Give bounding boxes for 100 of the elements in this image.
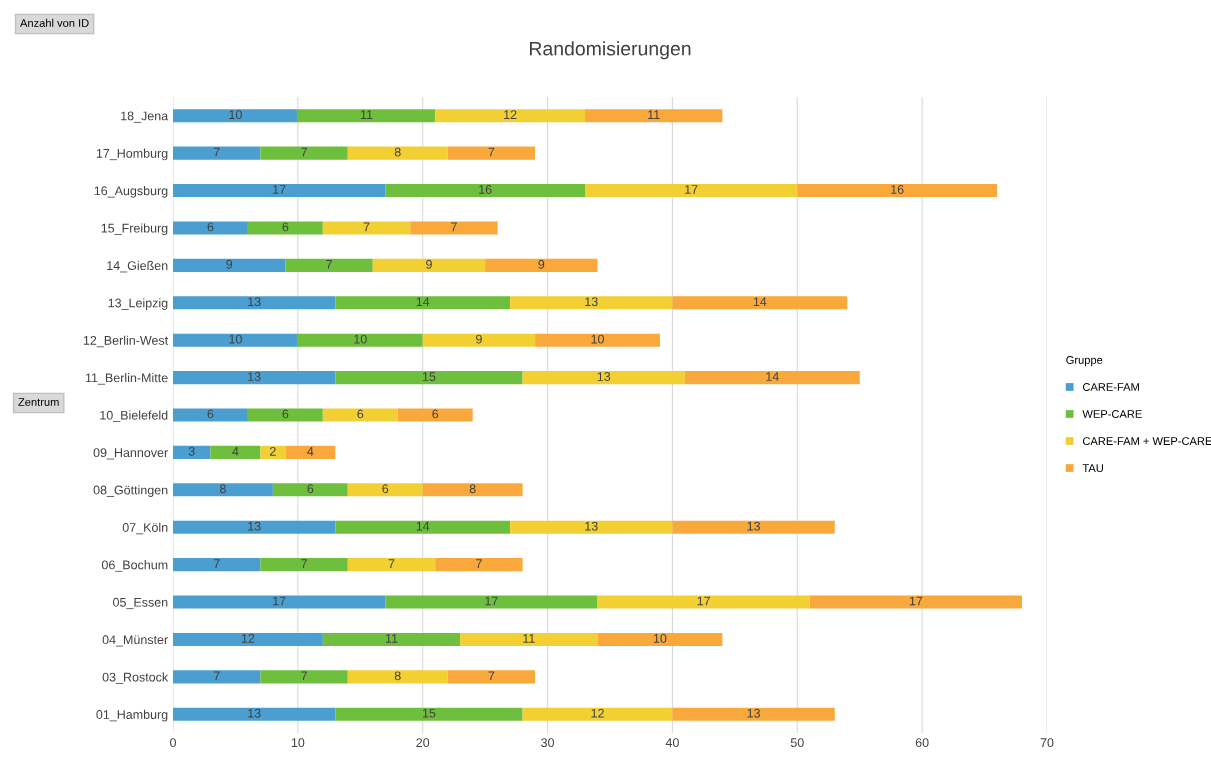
- data-label: 13: [248, 521, 261, 531]
- data-label: 10: [591, 334, 604, 344]
- y-tick-label: 10_Bielefeld: [100, 410, 168, 423]
- x-tick-label: 20: [416, 738, 430, 748]
- bar: [335, 371, 523, 385]
- data-label: 6: [282, 409, 289, 419]
- bar: [597, 595, 810, 609]
- data-label: 13: [747, 708, 760, 718]
- data-label: 15: [422, 708, 436, 718]
- data-label: 17: [485, 596, 498, 606]
- legend-label: WEP-CARE: [1082, 410, 1142, 418]
- bar: [460, 632, 598, 647]
- data-label: 10: [354, 334, 367, 344]
- bar: [260, 670, 348, 684]
- data-label: 14: [416, 521, 430, 531]
- data-label: 13: [597, 372, 611, 381]
- bar: [485, 258, 598, 272]
- bar: [173, 146, 261, 160]
- data-label: 4: [307, 447, 314, 456]
- data-label: 17: [273, 185, 286, 194]
- data-label: 14: [753, 297, 767, 306]
- bar: [272, 483, 348, 497]
- bar: [372, 258, 486, 272]
- bar: [173, 408, 248, 422]
- data-label: 7: [451, 222, 457, 232]
- bar: [247, 408, 323, 422]
- bar: [597, 632, 723, 647]
- bar: [684, 371, 860, 385]
- data-label: 15: [422, 372, 436, 381]
- bar: [173, 258, 286, 272]
- bar: [173, 445, 211, 459]
- x-tick-label: 50: [790, 738, 804, 748]
- data-label: 9: [538, 259, 545, 269]
- bar: [385, 183, 586, 198]
- bar: [522, 707, 673, 721]
- data-label: 9: [426, 259, 432, 269]
- bar: [297, 333, 423, 347]
- x-tick-label: 30: [541, 738, 555, 748]
- bar: [522, 371, 685, 385]
- x-tick-label: 60: [915, 738, 929, 748]
- data-label: 13: [747, 521, 760, 531]
- data-label: 13: [248, 372, 261, 381]
- y-tick-label: 12_Berlin-West: [83, 335, 169, 348]
- bar: [510, 296, 673, 310]
- data-label: 6: [307, 484, 314, 494]
- data-label: 7: [488, 147, 495, 157]
- legend-label: CARE-FAM + WEP-CARE: [1082, 437, 1211, 446]
- y-tick-label: 07_Köln: [122, 522, 168, 535]
- bar: [347, 558, 436, 572]
- y-tick-label: 06_Bochum: [101, 560, 168, 572]
- x-tick-label: 10: [291, 738, 305, 748]
- chart-title: Randomisierungen: [529, 41, 691, 60]
- bar: [809, 595, 1023, 609]
- data-label: 4: [232, 447, 239, 456]
- bar: [173, 483, 273, 497]
- y-tick-label: 16_Augsburg: [94, 186, 168, 198]
- bar: [347, 670, 448, 684]
- y-tick-label: 04_Münster: [102, 635, 168, 647]
- y-tick-label: 13_Leipzig: [108, 298, 168, 310]
- bar: [173, 707, 336, 721]
- bar: [260, 445, 286, 459]
- bar: [510, 520, 673, 534]
- bar: [260, 146, 348, 160]
- data-label: 6: [357, 409, 364, 419]
- y-axis-title: Zentrum: [18, 398, 59, 406]
- data-label: 14: [416, 297, 430, 306]
- data-label: 14: [766, 372, 779, 381]
- data-label: 6: [207, 222, 214, 232]
- bar: [285, 445, 336, 459]
- data-label: 10: [653, 633, 667, 643]
- data-label: 11: [360, 110, 373, 119]
- data-label: 11: [648, 110, 660, 119]
- bar: [447, 146, 536, 160]
- data-label: 7: [476, 559, 482, 568]
- y-tick-label: 18_Jena: [121, 111, 169, 123]
- y-tick-label: 05_Essen: [113, 597, 168, 610]
- data-label: 6: [382, 484, 389, 494]
- bar: [435, 109, 586, 123]
- bar: [672, 296, 848, 310]
- data-label: 8: [469, 484, 476, 494]
- y-tick-label: 14_Gießen: [107, 260, 168, 273]
- bar: [585, 109, 723, 123]
- bar: [173, 595, 386, 609]
- bar: [672, 707, 835, 721]
- data-label: 9: [476, 334, 482, 344]
- bar: [410, 221, 498, 235]
- data-label: 17: [697, 596, 710, 606]
- bar: [173, 520, 336, 534]
- bar: [285, 258, 373, 272]
- bar: [210, 445, 261, 459]
- data-label: 17: [909, 596, 923, 606]
- x-tick-label: 0: [170, 738, 176, 748]
- data-label: 7: [213, 671, 220, 681]
- data-label: 12: [591, 708, 604, 718]
- bar: [297, 109, 436, 123]
- bar: [247, 221, 323, 235]
- data-label: 13: [248, 708, 261, 718]
- bar: [797, 183, 998, 198]
- data-label: 6: [282, 222, 289, 232]
- data-label: 3: [188, 446, 195, 456]
